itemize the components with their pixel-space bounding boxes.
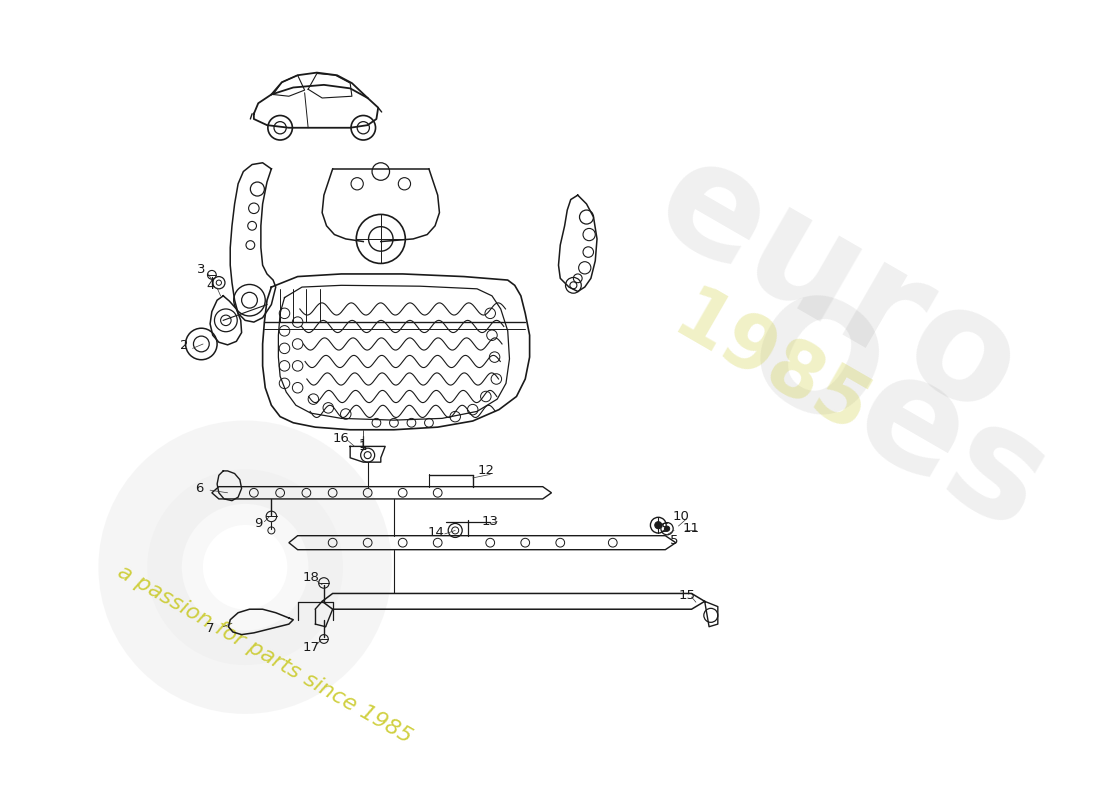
Text: 6: 6 [196, 482, 204, 495]
Text: 11: 11 [683, 522, 700, 535]
Text: 1: 1 [359, 438, 367, 451]
Text: 5: 5 [661, 522, 670, 535]
Text: 1985: 1985 [660, 281, 881, 451]
Text: 3: 3 [197, 263, 206, 276]
Text: 9: 9 [254, 517, 263, 530]
Circle shape [654, 522, 662, 529]
Text: Oes: Oes [718, 273, 1074, 564]
Text: euro: euro [630, 124, 1045, 450]
Text: 15: 15 [679, 589, 695, 602]
Text: 10: 10 [672, 510, 690, 523]
Text: 14: 14 [428, 526, 444, 538]
Text: 4: 4 [206, 279, 214, 292]
Text: 16: 16 [333, 432, 350, 445]
Text: 5: 5 [670, 534, 679, 547]
Text: 7: 7 [206, 622, 214, 635]
Text: a passion for parts since 1985: a passion for parts since 1985 [113, 562, 415, 747]
Text: 18: 18 [302, 571, 319, 584]
Text: 1: 1 [359, 440, 367, 453]
Circle shape [664, 526, 670, 531]
Text: 13: 13 [482, 515, 498, 528]
Text: 2: 2 [179, 339, 188, 352]
Text: 17: 17 [302, 642, 319, 654]
Text: 12: 12 [477, 465, 494, 478]
